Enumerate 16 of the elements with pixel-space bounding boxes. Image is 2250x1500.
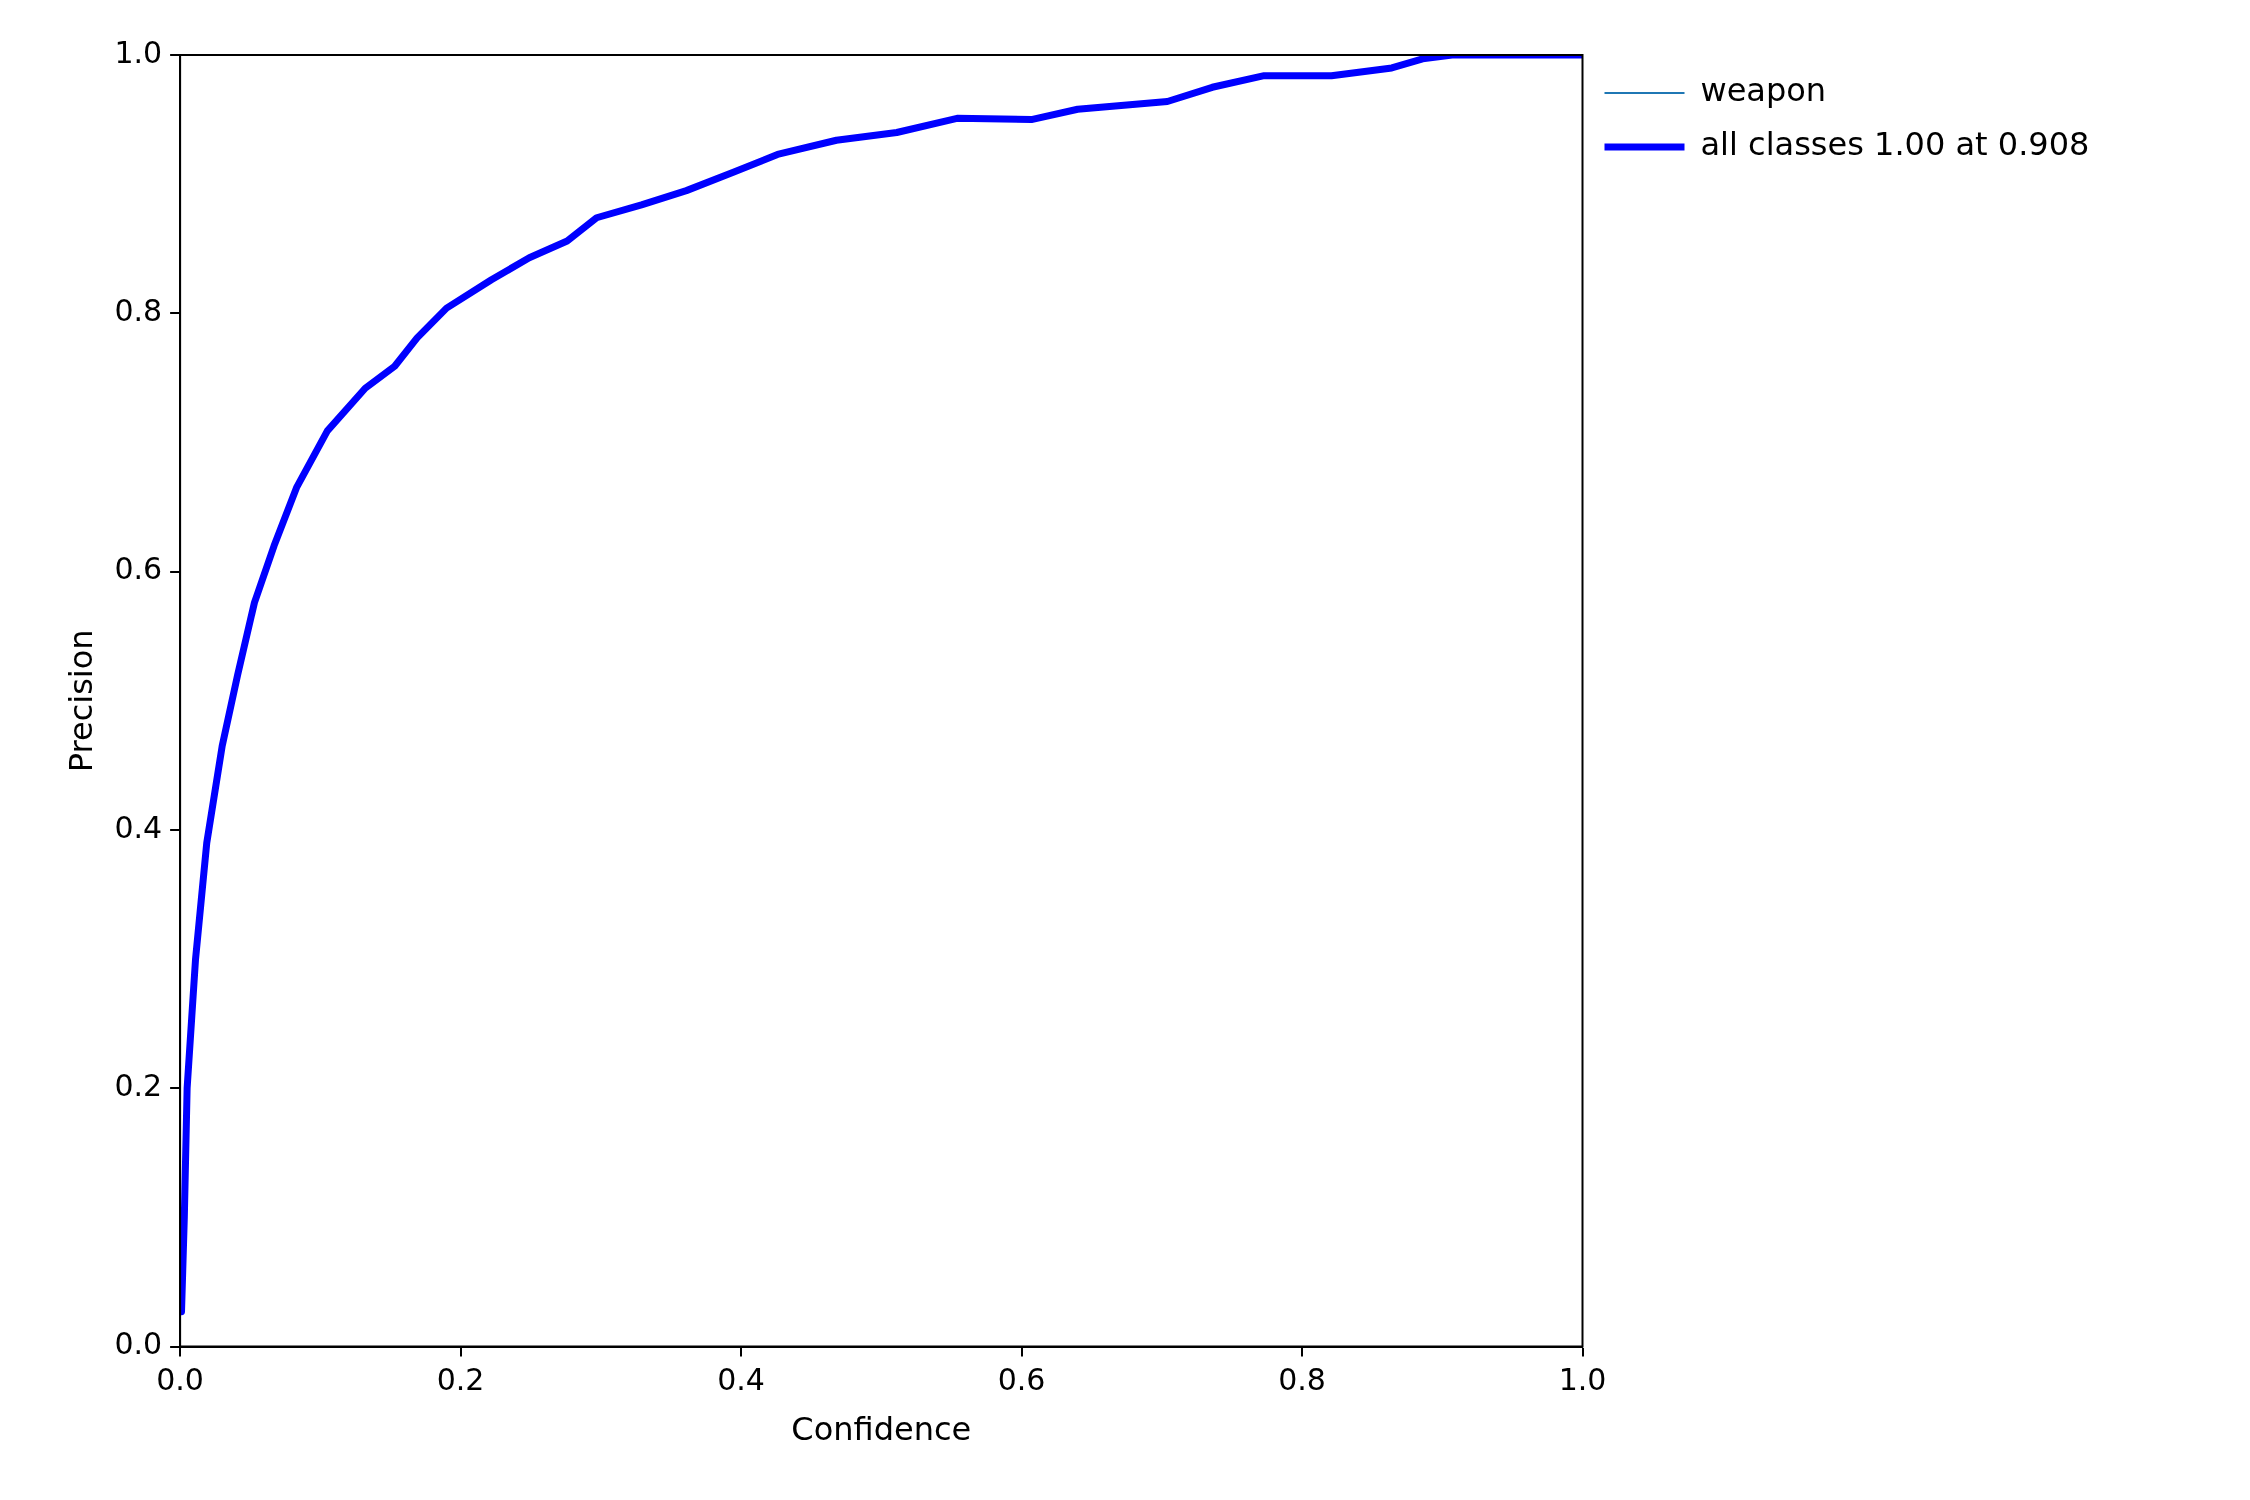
y-tick-label: 0.0 bbox=[114, 1326, 163, 1362]
x-tick-label: 0.0 bbox=[156, 1362, 204, 1398]
y-tick-label: 0.4 bbox=[114, 809, 163, 845]
y-axis-title: Precision bbox=[61, 629, 100, 773]
y-tick-label: 0.2 bbox=[114, 1068, 163, 1104]
y-tick-label: 1.0 bbox=[114, 34, 163, 70]
x-tick-label: 0.4 bbox=[717, 1362, 765, 1398]
x-tick-label: 1.0 bbox=[1558, 1362, 1607, 1398]
legend-label: weapon bbox=[1700, 71, 1827, 110]
x-tick-label: 0.6 bbox=[997, 1362, 1046, 1398]
legend-label: all classes 1.00 at 0.908 bbox=[1700, 125, 2090, 164]
y-tick-label: 0.8 bbox=[114, 293, 163, 329]
x-axis-title: Confidence bbox=[791, 1410, 972, 1449]
x-tick-label: 0.8 bbox=[1278, 1362, 1326, 1398]
x-tick-label: 0.2 bbox=[436, 1362, 485, 1398]
y-tick-label: 0.6 bbox=[114, 551, 163, 587]
